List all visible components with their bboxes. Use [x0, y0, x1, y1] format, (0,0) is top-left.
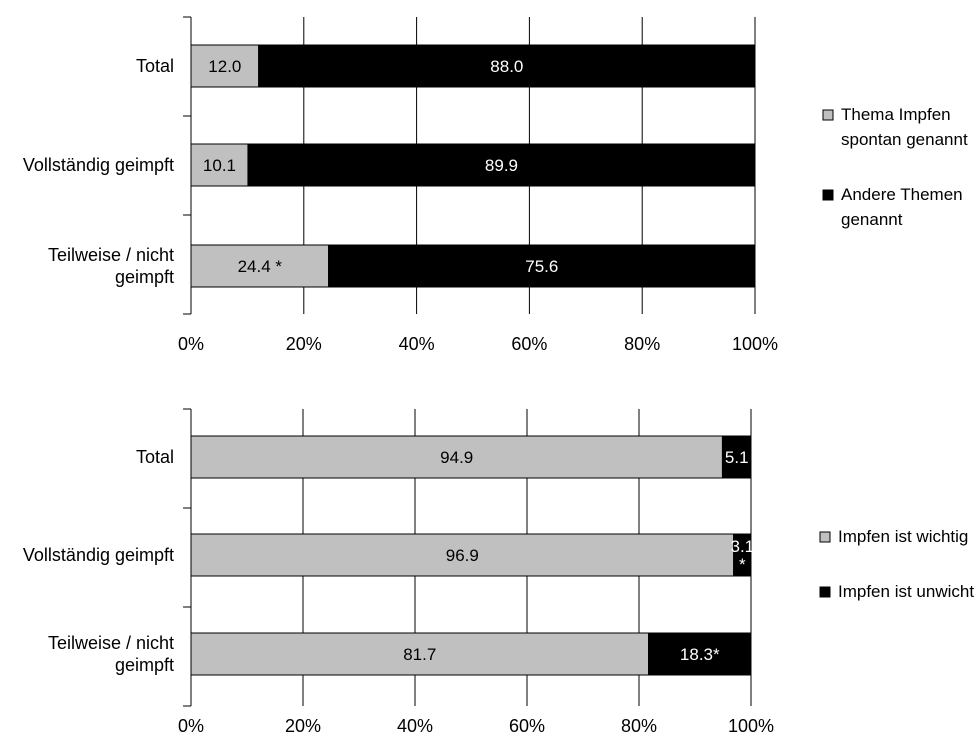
x-tick-label: 0%: [178, 334, 204, 354]
chart-vaccination-importance: 0% 20% 40% 60% 80% 100% Total 94.9 5.1 Vollständi…: [23, 408, 974, 736]
bar-andere-themen-genannt-teilweise-nicht-geimpft: [328, 244, 756, 288]
legend-entry-impfen-ist-unwichtig: Impfen ist unwichtig: [838, 582, 974, 601]
bar-impfen-ist-unwichtig-vollständig-geimpft: [733, 533, 752, 577]
category-label-line: geimpft: [115, 655, 174, 675]
data-label-line: 81.7: [403, 645, 436, 664]
bar-impfen-ist-unwichtig-teilweise-nicht-geimpft: [648, 632, 752, 676]
data-label-line: 94.9: [440, 448, 473, 467]
data-label-thema-impfen-spontan-genannt-teilweise-nicht-geimpft: 24.4 *: [238, 257, 283, 276]
data-label-thema-impfen-spontan-genannt-total: 12.0: [208, 57, 241, 76]
legend-entry-thema-impfen-spontan-genannt: Thema Impfen spontan genannt: [841, 105, 968, 149]
legend-line: Andere Themen: [841, 185, 963, 204]
bar-andere-themen-genannt-total: [258, 44, 756, 88]
x-tick-label: 80%: [624, 334, 660, 354]
data-label-thema-impfen-spontan-genannt-vollständig-geimpft: 10.1: [203, 156, 236, 175]
x-tick-label: 20%: [285, 716, 321, 736]
x-tick-label: 0%: [178, 716, 204, 736]
data-label-line: 12.0: [208, 57, 241, 76]
data-label-impfen-ist-wichtig-teilweise-nicht-geimpft: 81.7: [403, 645, 436, 664]
category-label-teilweise-nicht-geimpft: Teilweise / nicht geimpft: [48, 245, 174, 287]
data-label-impfen-ist-wichtig-total: 94.9: [440, 448, 473, 467]
data-label-line: 5.1: [725, 448, 749, 467]
data-label-line: 3.1: [730, 537, 754, 556]
category-label-total: Total: [136, 447, 174, 467]
x-tick-label: 60%: [509, 716, 545, 736]
category-label-total: Total: [136, 56, 174, 76]
data-label-line: 89.9: [485, 156, 518, 175]
bar-thema-impfen-spontan-genannt-vollständig-geimpft: [190, 143, 249, 187]
legend-line: spontan genannt: [841, 130, 968, 149]
category-label-vollständig-geimpft: Vollständig geimpft: [23, 545, 174, 565]
data-label-line: 24.4 *: [238, 257, 283, 276]
x-tick-label: 60%: [511, 334, 547, 354]
data-label-line: 10.1: [203, 156, 236, 175]
legend-swatch-thema-impfen-spontan-genannt: [822, 109, 834, 121]
legend-swatch-impfen-ist-unwichtig: [819, 586, 831, 598]
data-label-line: *: [739, 555, 746, 574]
data-label-andere-themen-genannt-total: 88.0: [490, 57, 523, 76]
x-tick-label: 100%: [732, 334, 778, 354]
data-label-line: 75.6: [525, 257, 558, 276]
data-label-impfen-ist-unwichtig-vollständig-geimpft: 3.1 *: [730, 537, 754, 574]
legend-entry-impfen-ist-wichtig: Impfen ist wichtig: [838, 527, 968, 546]
data-label-impfen-ist-unwichtig-teilweise-nicht-geimpft: 18.3*: [680, 645, 720, 664]
category-label-line: Teilweise / nicht: [48, 245, 174, 265]
legend-entry-andere-themen-genannt: Andere Themen genannt: [841, 185, 963, 229]
legend-line: Impfen ist wichtig: [838, 527, 968, 546]
x-tick-label: 100%: [728, 716, 774, 736]
category-label-line: Teilweise / nicht: [48, 633, 174, 653]
data-label-impfen-ist-wichtig-vollständig-geimpft: 96.9: [446, 546, 479, 565]
data-label-line: 96.9: [446, 546, 479, 565]
legend-swatch-impfen-ist-wichtig: [819, 531, 831, 543]
category-label-line: Total: [136, 447, 174, 467]
category-label-line: Vollständig geimpft: [23, 155, 174, 175]
data-label-andere-themen-genannt-teilweise-nicht-geimpft: 75.6: [525, 257, 558, 276]
bar-impfen-ist-wichtig-vollständig-geimpft: [190, 533, 735, 577]
legend-line: Impfen ist unwichtig: [838, 582, 974, 601]
legend-line: Thema Impfen: [841, 105, 951, 124]
category-label-line: geimpft: [115, 267, 174, 287]
data-label-impfen-ist-unwichtig-total: 5.1: [725, 448, 749, 467]
data-label-andere-themen-genannt-vollständig-geimpft: 89.9: [485, 156, 518, 175]
category-label-line: Vollständig geimpft: [23, 545, 174, 565]
x-tick-label: 40%: [397, 716, 433, 736]
category-label-line: Total: [136, 56, 174, 76]
bar-andere-themen-genannt-vollständig-geimpft: [247, 143, 756, 187]
legend-swatch-andere-themen-genannt: [822, 189, 834, 201]
x-tick-label: 40%: [399, 334, 435, 354]
bar-thema-impfen-spontan-genannt-teilweise-nicht-geimpft: [190, 244, 330, 288]
category-label-vollständig-geimpft: Vollständig geimpft: [23, 155, 174, 175]
data-label-line: 18.3*: [680, 645, 720, 664]
chart-vaccination-topic: 0% 20% 40% 60% 80% 100% Total 12.0 88.0 Vollständ…: [23, 16, 968, 354]
bar-impfen-ist-wichtig-teilweise-nicht-geimpft: [190, 632, 650, 676]
x-tick-label: 20%: [286, 334, 322, 354]
x-tick-label: 80%: [621, 716, 657, 736]
category-label-teilweise-nicht-geimpft: Teilweise / nicht geimpft: [48, 633, 174, 675]
legend-line: genannt: [841, 210, 903, 229]
data-label-line: 88.0: [490, 57, 523, 76]
bar-impfen-ist-unwichtig-total: [721, 435, 752, 479]
